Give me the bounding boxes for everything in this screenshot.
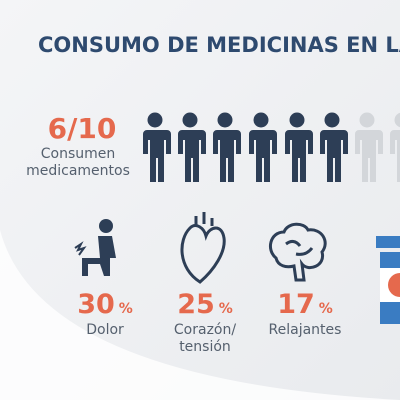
caption-line: medicamentos [26, 163, 130, 179]
heart-icon [180, 212, 226, 284]
caption-line: Consumen [41, 146, 116, 162]
brain-icon [268, 222, 327, 282]
stat-unit: % [319, 301, 333, 317]
stat-label: Corazón/ [174, 322, 236, 338]
stat-value: 17% [277, 289, 333, 320]
stat-label: Dolor [86, 322, 124, 338]
stat-number: 30 [77, 289, 115, 320]
stat-label: Relajantes [269, 322, 342, 338]
ratio: 6/10 [48, 112, 117, 145]
medicine-icon [376, 236, 400, 324]
stat-label: tensión [179, 339, 231, 355]
stat-number: 25 [177, 289, 215, 320]
background-curve [0, 230, 400, 400]
stat-number: 17 [277, 289, 315, 320]
stat-unit: % [119, 301, 133, 317]
title: CONSUMO DE MEDICINAS EN LA [38, 33, 400, 57]
stat-unit: % [219, 301, 233, 317]
stat-value: 30% [77, 289, 133, 320]
pain-icon [74, 219, 116, 276]
stat-value: 25% [177, 289, 233, 320]
